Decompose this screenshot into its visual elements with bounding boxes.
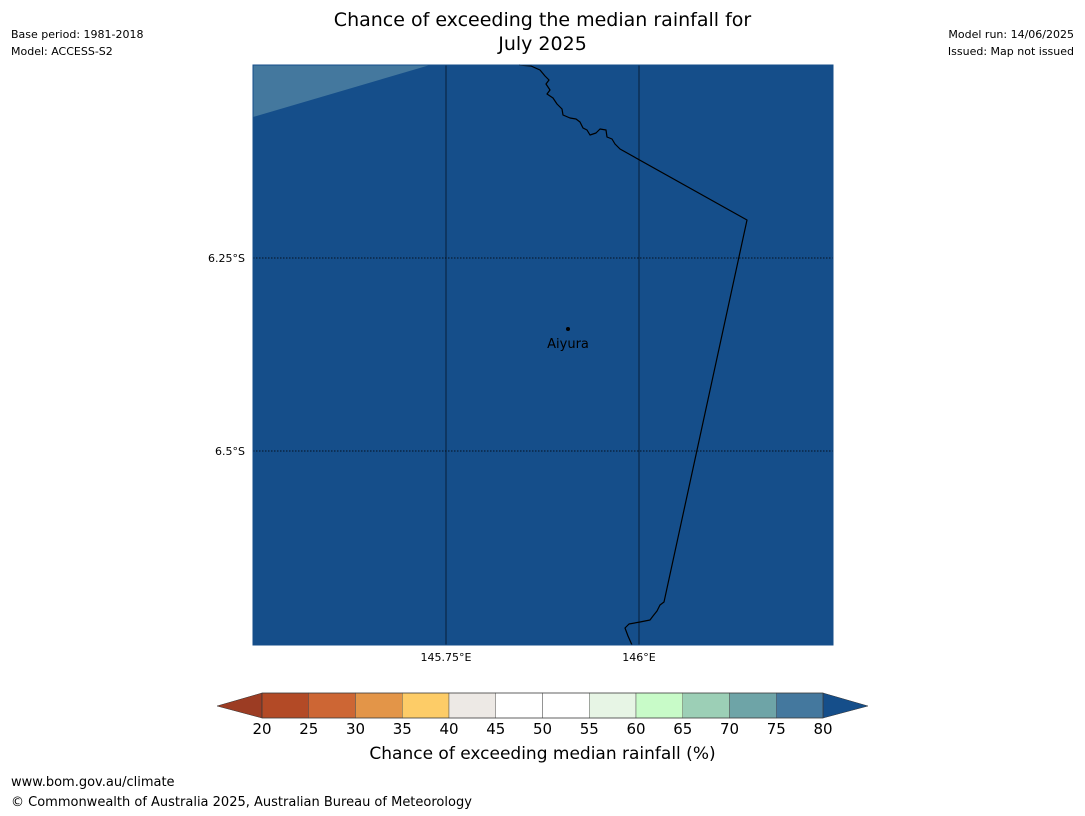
colorbar-tick-label: 65: [673, 720, 693, 738]
colorbar-tick-label: 80: [813, 720, 833, 738]
colorbar-tick-label: 20: [252, 720, 272, 738]
colorbar-segments: [261, 692, 824, 719]
location-marker: [566, 327, 570, 331]
issue-status: Issued: Map not issued: [947, 45, 1074, 58]
title-line-2: July 2025: [498, 33, 587, 55]
colorbar-outline: [261, 692, 824, 719]
footer-copyright: © Commonwealth of Australia 2025, Austra…: [11, 795, 472, 810]
colorbar-tick-label: 35: [392, 720, 412, 738]
colorbar-segment: [355, 692, 403, 719]
colorbar-tick-label: 25: [299, 720, 319, 738]
colorbar-segment: [308, 692, 356, 719]
map-background: [253, 65, 833, 645]
colorbar-tick-label: 70: [719, 720, 740, 738]
colorbar-segment: [682, 692, 730, 719]
colorbar: [216, 692, 869, 719]
border-line: [518, 64, 748, 646]
map-corner-region: [253, 65, 430, 117]
colorbar-segment: [776, 692, 824, 719]
base-period: Base period: 1981-2018: [11, 28, 144, 41]
lat-tick-label: 6.5°S: [215, 445, 245, 458]
colorbar-tick-label: 50: [532, 720, 553, 738]
colorbar-segment: [448, 692, 496, 719]
colorbar-tick-label: 30: [345, 720, 366, 738]
place-label: Aiyura: [547, 337, 589, 352]
lat-tick-label: 6.25°S: [208, 252, 245, 265]
colorbar-title: Chance of exceeding median rainfall (%): [369, 744, 716, 764]
colorbar-segment: [542, 692, 590, 719]
meta-left: Base period: 1981-2018 Model: ACCESS-S2: [11, 26, 143, 60]
colorbar-tick-label: 45: [486, 720, 506, 738]
map-frame: [252, 64, 834, 646]
colorbar-tick-label: 55: [579, 720, 599, 738]
model-name: Model: ACCESS-S2: [11, 45, 113, 58]
colorbar-under-arrow: [216, 692, 263, 719]
colorbar-segment: [261, 692, 309, 719]
colorbar-segment: [635, 692, 683, 719]
colorbar-tick-label: 75: [766, 720, 786, 738]
map-panel: Aiyura: [252, 64, 834, 646]
footer-url[interactable]: www.bom.gov.au/climate: [11, 775, 175, 790]
colorbar-segment: [402, 692, 450, 719]
colorbar-segment: [729, 692, 777, 719]
lon-tick-label: 145.75°E: [421, 651, 472, 664]
meta-right: Model run: 14/06/2025 Issued: Map not is…: [948, 26, 1074, 60]
lon-tick-label: 146°E: [622, 651, 655, 664]
colorbar-segment: [495, 692, 543, 719]
colorbar-over-arrow: [822, 692, 869, 719]
colorbar-segment: [589, 692, 637, 719]
colorbar-tick-label: 60: [626, 720, 646, 738]
map-title: Chance of exceeding the median rainfall …: [0, 8, 1085, 56]
colorbar-tick-label: 40: [439, 720, 459, 738]
model-run: Model run: 14/06/2025: [948, 28, 1074, 41]
title-line-1: Chance of exceeding the median rainfall …: [333, 9, 752, 31]
